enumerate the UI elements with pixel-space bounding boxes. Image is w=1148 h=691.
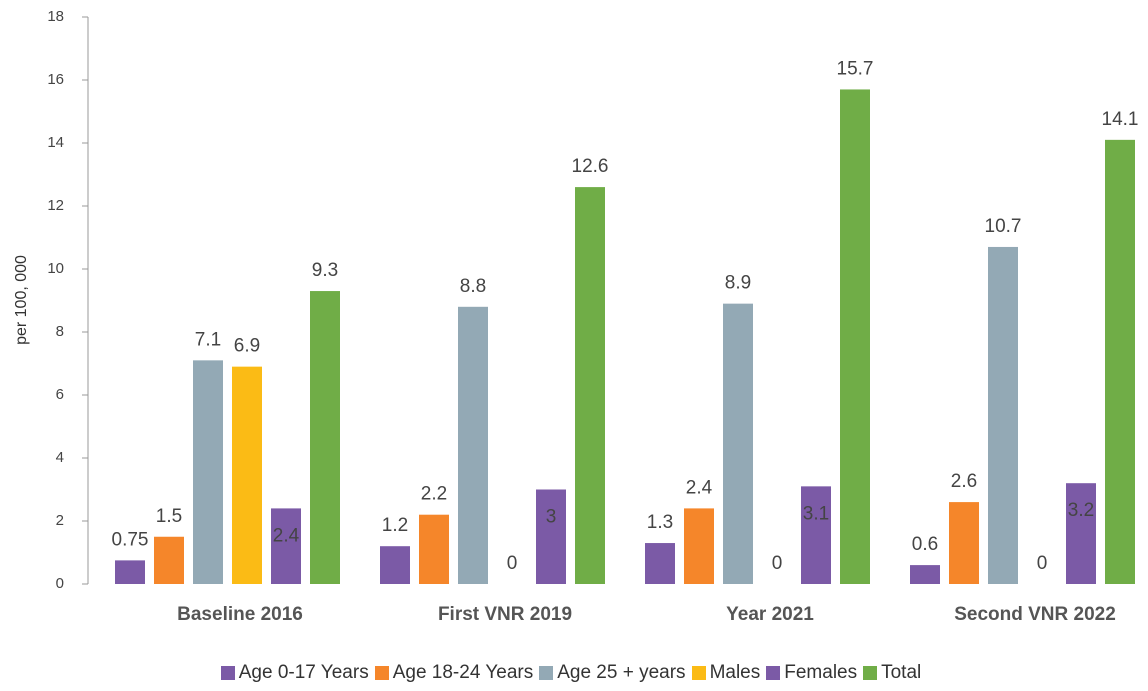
bar — [949, 502, 979, 584]
bar — [988, 246, 1018, 584]
x-tick-label: First VNR 2019 — [438, 604, 572, 625]
bar — [801, 486, 831, 584]
bar — [684, 508, 714, 584]
bar — [458, 306, 488, 584]
x-tick-label: Baseline 2016 — [177, 604, 303, 625]
bar — [310, 291, 340, 584]
bar — [193, 360, 223, 584]
bar — [271, 508, 301, 584]
x-tick-label: Second VNR 2022 — [954, 604, 1116, 625]
y-tick-label: 12 — [47, 197, 64, 214]
data-label: 2.4 — [686, 477, 713, 498]
data-label: 2.6 — [951, 471, 977, 492]
data-label: 3 — [546, 507, 557, 528]
data-label: 1.5 — [156, 506, 182, 527]
legend-item: Total — [863, 662, 921, 684]
y-tick-label: 18 — [47, 8, 64, 25]
data-label: 8.9 — [725, 273, 751, 294]
legend-label: Total — [881, 662, 922, 683]
data-label: 3.2 — [1068, 500, 1094, 521]
legend-swatch — [539, 666, 554, 680]
legend: Age 0-17 Years Age 18-24 Years Age 25 + ye… — [0, 662, 1148, 684]
data-label: 1.2 — [382, 515, 408, 536]
legend-label: Age 0-17 Years — [238, 662, 369, 683]
legend-item: Females — [766, 662, 857, 684]
data-label: 15.7 — [837, 58, 874, 79]
data-label: 3.1 — [803, 503, 829, 524]
legend-label: Males — [709, 662, 761, 683]
data-label: 8.8 — [460, 276, 486, 297]
bar — [723, 303, 753, 584]
y-tick-label: 8 — [56, 323, 64, 340]
data-label: 0.75 — [112, 529, 149, 550]
data-label: 2.2 — [421, 484, 447, 505]
legend-item: Males — [691, 662, 761, 684]
y-tick-label: 4 — [56, 449, 64, 466]
data-label: 0.6 — [912, 534, 938, 555]
y-tick-label: 16 — [47, 71, 64, 88]
data-label: 12.6 — [572, 156, 609, 177]
legend-label: Females — [784, 662, 858, 683]
bar — [575, 187, 605, 584]
data-label: 0 — [507, 553, 518, 574]
legend-label: Age 18-24 Years — [392, 662, 534, 683]
data-label: 6.9 — [234, 336, 260, 357]
legend-swatch — [691, 666, 706, 680]
bar — [380, 546, 410, 584]
bar — [115, 560, 145, 584]
data-label: 1.3 — [647, 512, 673, 533]
legend-item: Age 25 + years — [539, 662, 686, 684]
bar — [154, 536, 184, 584]
legend-swatch — [220, 666, 235, 680]
data-label: 0 — [772, 553, 783, 574]
data-label: 2.4 — [273, 525, 300, 546]
y-tick-label: 6 — [56, 386, 64, 403]
x-tick-label: Year 2021 — [726, 604, 814, 625]
y-axis-label: per 100, 000 — [13, 255, 30, 345]
bar — [1105, 139, 1135, 584]
y-tick-label: 2 — [56, 512, 64, 529]
data-label: 0 — [1037, 553, 1048, 574]
bar — [910, 565, 940, 584]
y-tick-label: 0 — [56, 575, 64, 592]
data-label: 9.3 — [312, 260, 338, 281]
legend-item: Age 0-17 Years — [220, 662, 369, 684]
bar — [536, 489, 566, 584]
legend-swatch — [863, 666, 878, 680]
y-tick-label: 10 — [47, 260, 64, 277]
legend-swatch — [766, 666, 781, 680]
bar — [840, 89, 870, 584]
chart: per 100, 000 0 2 4 6 8 10 12 14 16 18 Baseline 201… — [13, 8, 1139, 625]
legend-swatch — [374, 666, 389, 680]
bar — [1066, 483, 1096, 584]
data-label: 10.7 — [985, 216, 1022, 237]
legend-item: Age 18-24 Years — [374, 662, 534, 684]
bar — [419, 514, 449, 584]
data-label: 14.1 — [1102, 109, 1139, 130]
bar — [645, 543, 675, 584]
bar — [232, 366, 262, 584]
legend-label: Age 25 + years — [557, 662, 686, 683]
data-label: 7.1 — [195, 329, 221, 350]
y-tick-label: 14 — [47, 134, 64, 151]
